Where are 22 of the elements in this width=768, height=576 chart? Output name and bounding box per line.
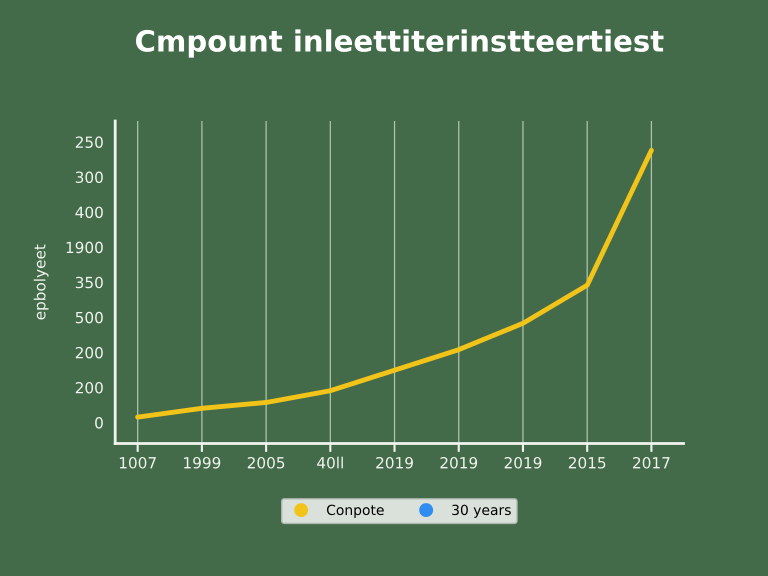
x-tick-label: 2019 [440,456,478,469]
x-tick-label: 2019 [376,456,413,469]
legend-label: Conpote [326,504,384,518]
text: 1900 [66,242,103,254]
x-tick-label: 1999 [184,456,220,469]
text: 250 [76,136,103,148]
x-tick-label: 40ll [317,456,343,469]
chart-title: Cmpount inleettiterinstteertiest [136,29,664,58]
text: 300 [76,171,103,184]
text: 500 [76,312,103,324]
text: 400 [75,206,103,218]
text: 0 [95,417,103,429]
text: 200 [76,346,103,358]
x-tick-label: 2019 [504,456,542,469]
text: 350 [76,276,103,288]
y-axis-title: epbolyeet [34,244,49,320]
x-tick-label: 2015 [568,456,606,469]
x-tick-label: 1007 [120,456,156,469]
x-tick-label: 2005 [248,456,284,469]
text: 200 [76,382,103,394]
x-tick-label: 2017 [633,456,670,469]
legend-label: 30 years [452,504,511,518]
